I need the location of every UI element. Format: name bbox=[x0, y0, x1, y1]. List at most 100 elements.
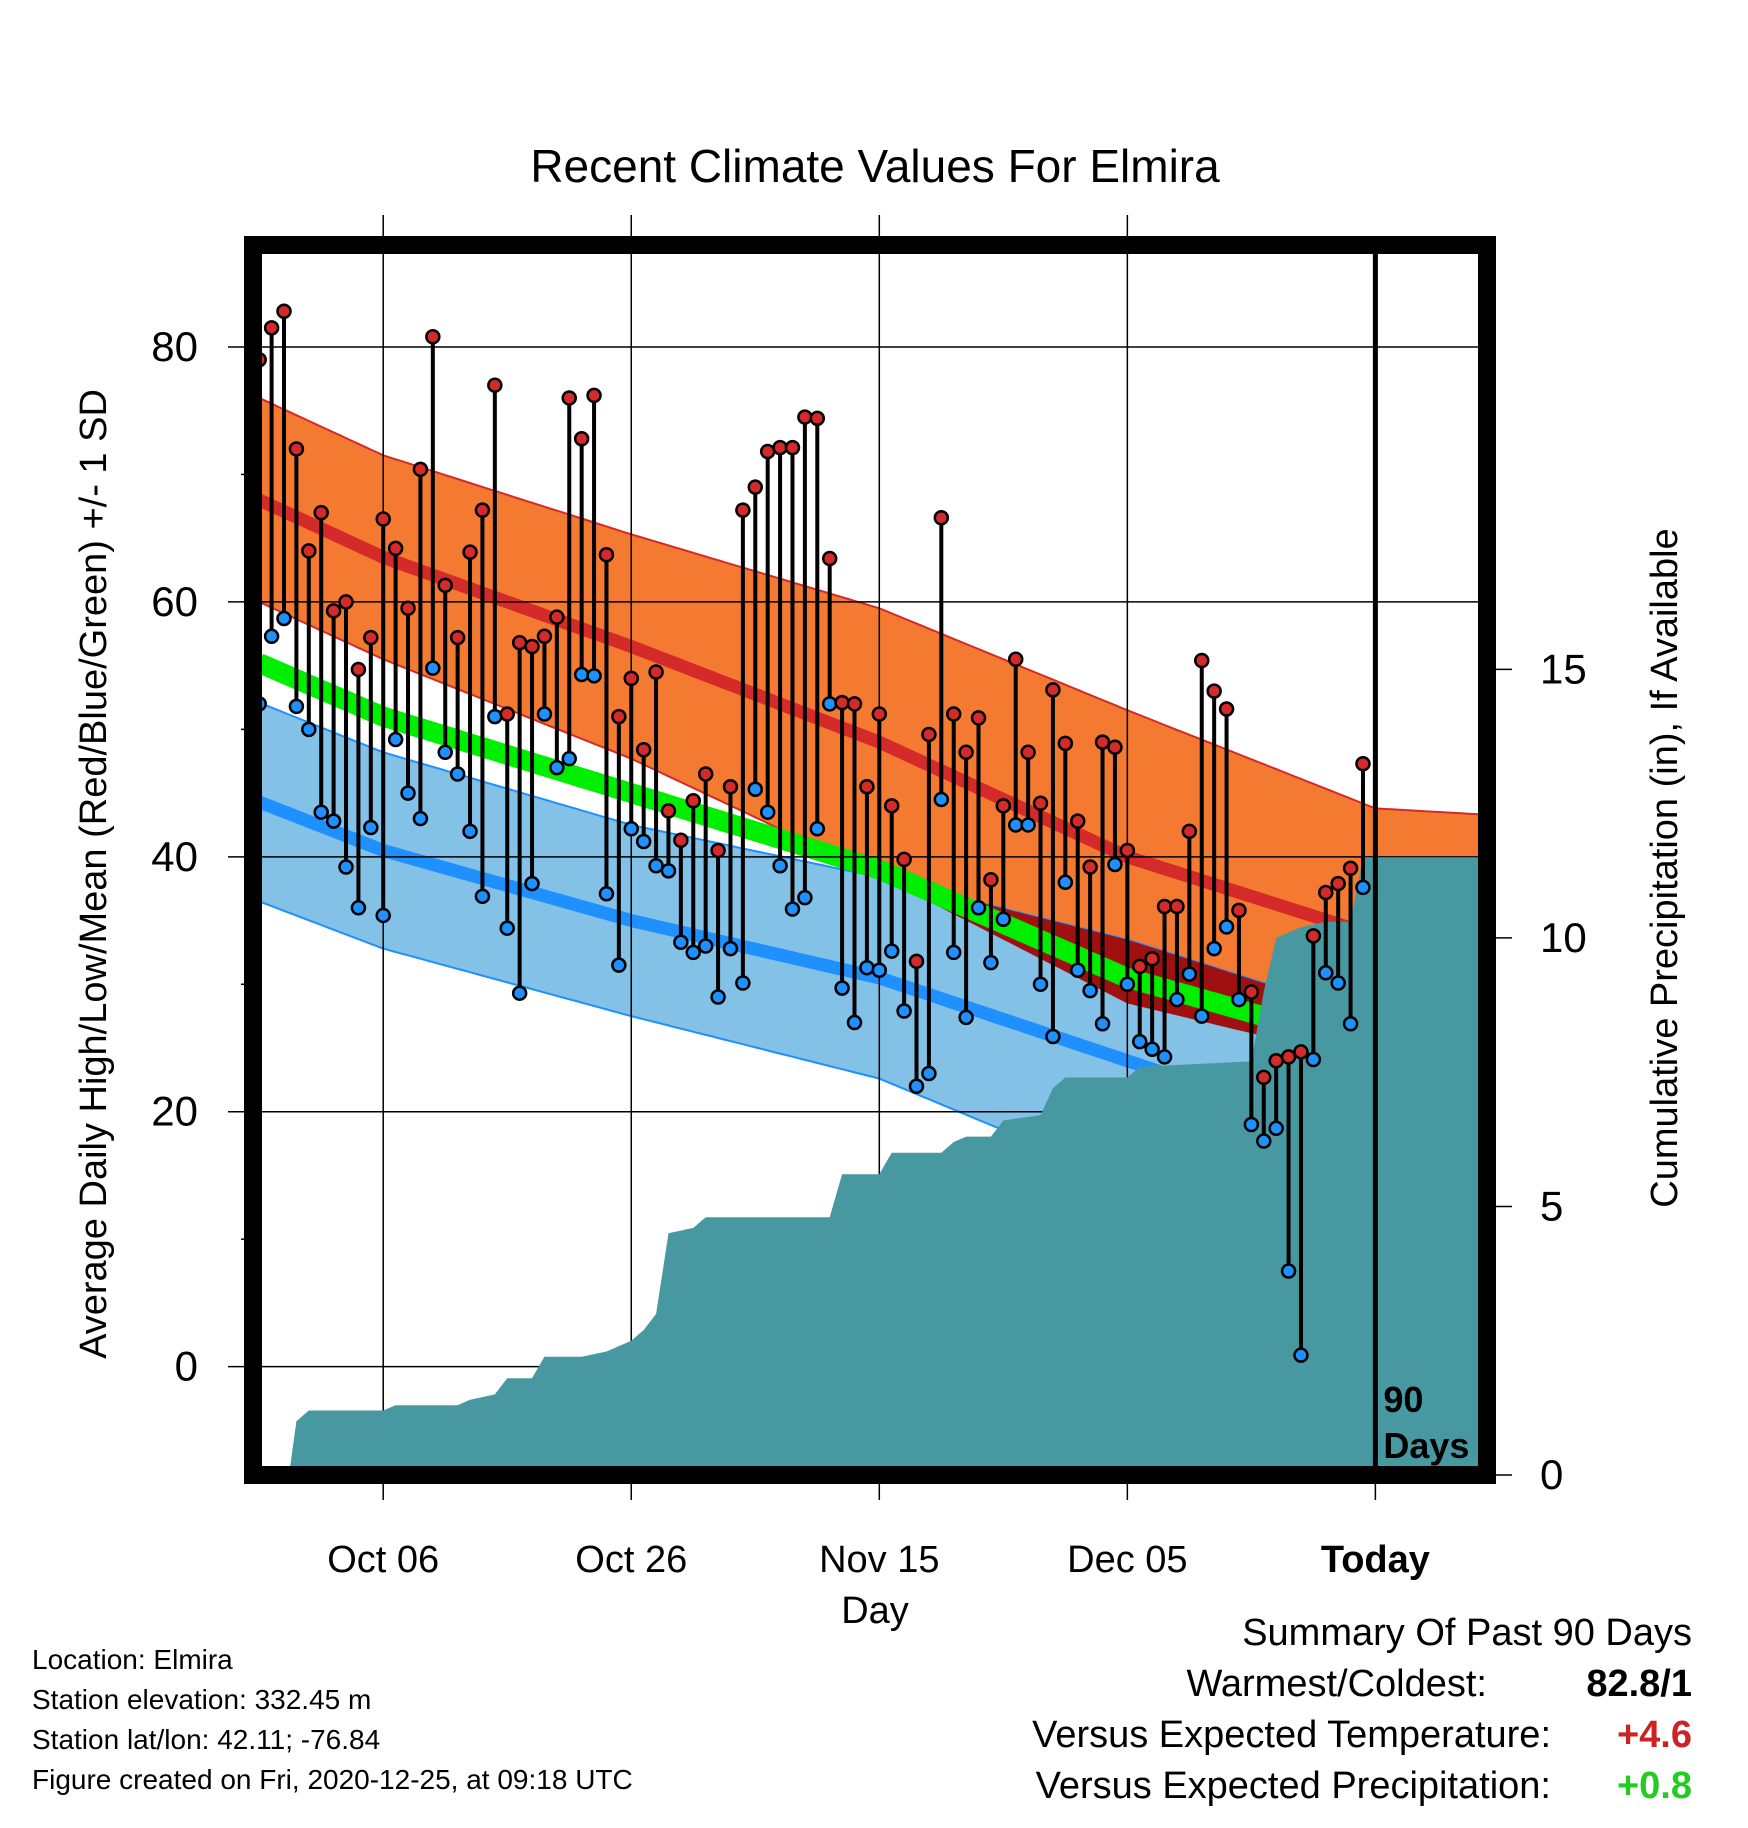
plot-frame bbox=[244, 236, 1496, 1484]
high-point bbox=[400, 600, 416, 617]
low-point bbox=[325, 813, 342, 829]
today-marker: 90 Days bbox=[1372, 245, 1469, 1475]
low-point bbox=[710, 989, 726, 1005]
high-point bbox=[983, 872, 999, 888]
low-point bbox=[1280, 1263, 1297, 1279]
precipitation-area bbox=[259, 857, 1487, 1475]
low-point bbox=[1194, 1008, 1210, 1024]
high-point bbox=[933, 510, 950, 526]
high-point bbox=[263, 320, 280, 336]
y-tick-label: 40 bbox=[151, 833, 198, 880]
y2-axis-label: Cumulative Precipitation (in), If Availa… bbox=[1644, 528, 1686, 1207]
low-point bbox=[834, 980, 850, 996]
low-point bbox=[573, 666, 590, 683]
high-point bbox=[883, 798, 900, 814]
high-point bbox=[1082, 859, 1098, 875]
low-point bbox=[313, 804, 329, 820]
high-point bbox=[635, 741, 652, 758]
high-point bbox=[1169, 898, 1185, 915]
low-point bbox=[1330, 975, 1346, 991]
low-point bbox=[1082, 982, 1098, 999]
low-point bbox=[487, 708, 503, 725]
high-point bbox=[1330, 875, 1346, 892]
low-point bbox=[1355, 879, 1371, 896]
high-point bbox=[834, 694, 850, 711]
low-point bbox=[474, 888, 491, 905]
today-days-label: 90 bbox=[1383, 1379, 1423, 1420]
low-point bbox=[1218, 919, 1235, 935]
low-point bbox=[524, 875, 540, 892]
high-point bbox=[697, 766, 714, 782]
low-point bbox=[859, 959, 875, 976]
high-point bbox=[350, 661, 367, 678]
low-point bbox=[1342, 1016, 1359, 1032]
low-point bbox=[1032, 976, 1049, 993]
low-point bbox=[697, 938, 714, 954]
high-point bbox=[363, 629, 379, 646]
high-point bbox=[623, 670, 640, 687]
high-point bbox=[425, 329, 441, 345]
high-point bbox=[437, 577, 453, 594]
high-point bbox=[1119, 842, 1136, 859]
x-tick-label: Oct 06 bbox=[327, 1539, 439, 1581]
low-point bbox=[1131, 1033, 1148, 1050]
high-point bbox=[859, 778, 875, 795]
low-point bbox=[1069, 962, 1086, 979]
summary-value: 82.8/1 bbox=[1586, 1663, 1692, 1705]
low-point bbox=[1107, 856, 1123, 873]
high-point bbox=[995, 798, 1012, 814]
low-point bbox=[921, 1065, 937, 1082]
low-point bbox=[883, 943, 900, 959]
y2-tick-label: 10 bbox=[1540, 914, 1587, 961]
low-point bbox=[437, 744, 453, 761]
high-point bbox=[871, 706, 888, 722]
y2-tick-label: 15 bbox=[1540, 645, 1587, 692]
high-point bbox=[710, 842, 726, 859]
low-point bbox=[896, 1003, 912, 1019]
low-point bbox=[301, 721, 317, 738]
high-point bbox=[1194, 652, 1210, 669]
low-point bbox=[288, 698, 305, 715]
high-point bbox=[325, 603, 342, 619]
high-point bbox=[1181, 823, 1198, 840]
high-point bbox=[784, 439, 801, 456]
low-point bbox=[747, 781, 764, 798]
high-point bbox=[524, 638, 540, 655]
summary-row-warmest: Warmest/Coldest: 82.8/1 bbox=[792, 1659, 1692, 1710]
low-point bbox=[1293, 1347, 1309, 1363]
station-info: Location: Elmira Station elevation: 332.… bbox=[32, 1640, 633, 1800]
high-point bbox=[1256, 1069, 1272, 1086]
high-point bbox=[1107, 739, 1123, 755]
summary-panel: Summary Of Past 90 Days Warmest/Coldest:… bbox=[792, 1608, 1692, 1812]
high-point bbox=[921, 726, 937, 743]
high-point bbox=[772, 439, 788, 456]
low-point bbox=[759, 804, 776, 820]
low-point bbox=[1305, 1051, 1322, 1068]
low-point bbox=[561, 750, 578, 767]
high-point bbox=[313, 504, 329, 521]
high-point bbox=[462, 544, 478, 560]
low-point bbox=[387, 731, 404, 748]
y-tick-label: 60 bbox=[151, 578, 198, 625]
daily-observations bbox=[253, 303, 1371, 1363]
high-point bbox=[499, 706, 515, 722]
low-point bbox=[635, 833, 652, 850]
low-point bbox=[499, 920, 515, 936]
high-point bbox=[1069, 813, 1086, 829]
low-point bbox=[375, 907, 391, 924]
high-point bbox=[1342, 860, 1359, 877]
low-point bbox=[722, 940, 739, 957]
high-point bbox=[908, 953, 925, 970]
high-point bbox=[673, 832, 689, 848]
high-point bbox=[958, 744, 974, 761]
low-point bbox=[412, 810, 429, 827]
high-point bbox=[511, 634, 528, 651]
high-point bbox=[1020, 744, 1036, 761]
summary-label: Warmest/Coldest: bbox=[1186, 1663, 1487, 1705]
high-point bbox=[809, 410, 826, 427]
low-point bbox=[611, 957, 627, 973]
low-point bbox=[449, 766, 466, 782]
low-point bbox=[1020, 817, 1036, 833]
low-point bbox=[462, 823, 478, 840]
